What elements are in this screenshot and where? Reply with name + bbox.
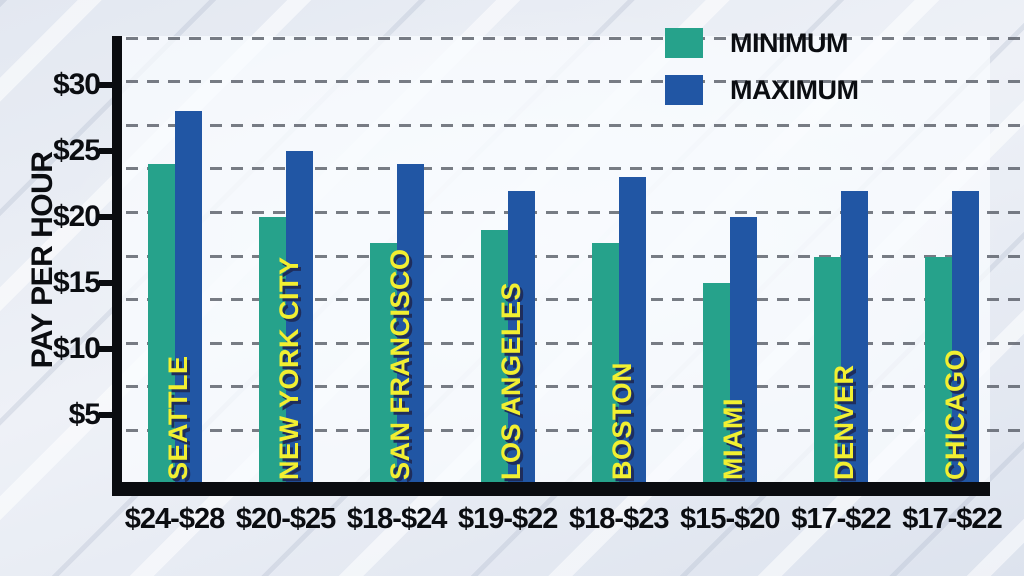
max-bar-san-francisco: [396, 164, 424, 482]
city-label-new-york-city: NEW YORK CITY: [273, 256, 304, 480]
city-label-seattle: SEATTLE: [162, 355, 193, 481]
min-bar-seattle: [147, 164, 175, 482]
gridline: [126, 37, 1022, 40]
gridline: [126, 80, 1022, 83]
max-bar-new-york-city: [285, 151, 313, 482]
min-bar-chicago: [924, 256, 952, 482]
y-axis-line: [112, 36, 122, 496]
city-label-los-angeles: LOS ANGELES: [495, 281, 526, 480]
y-tick-mark: [99, 280, 113, 286]
min-bar-denver: [813, 256, 841, 482]
legend-label-maximum: MAXIMUM: [730, 74, 859, 105]
legend-item-minimum: MINIMUM: [665, 28, 858, 58]
gridline: [126, 429, 1022, 432]
city-label-miami: MIAMI: [717, 398, 748, 480]
min-bar-miami: [702, 283, 730, 482]
max-bar-los-angeles: [507, 190, 535, 482]
min-bar-san-francisco: [369, 243, 397, 482]
max-bar-miami: [729, 217, 757, 482]
gridline: [126, 298, 1022, 301]
y-tick-mark: [99, 214, 113, 220]
legend: MINIMUM MAXIMUM: [665, 28, 859, 105]
city-label-boston: BOSTON: [606, 361, 637, 480]
y-tick-label: $5: [68, 398, 101, 431]
city-label-chicago: CHICAGO: [939, 349, 970, 480]
max-bar-chicago: [951, 190, 979, 482]
city-label-san-francisco: SAN FRANCISCO: [384, 248, 415, 480]
max-bar-boston: [618, 177, 646, 482]
y-tick-label: $25: [52, 134, 101, 167]
range-label-los-angeles: $19-$22: [457, 503, 558, 535]
range-label-boston: $18-$23: [569, 503, 669, 535]
y-tick-mark: [99, 412, 113, 418]
gridline: [126, 255, 1022, 258]
range-label-denver: $17-$22: [791, 503, 891, 535]
y-tick-mark: [99, 346, 113, 352]
max-bar-denver: [840, 190, 868, 482]
range-label-seattle: $24-$28: [124, 503, 225, 535]
max-bar-seattle: [174, 111, 202, 482]
x-axis-line: [112, 482, 990, 496]
range-label-miami: $15-$20: [680, 503, 780, 535]
y-tick-label: $10: [52, 332, 101, 365]
legend-label-minimum: MINIMUM: [730, 27, 848, 58]
gridline: [126, 124, 1022, 127]
y-tick-label: $15: [52, 266, 101, 299]
range-label-new-york-city: $20-$25: [235, 503, 336, 535]
y-tick-label: $20: [52, 200, 101, 233]
y-tick-mark: [99, 82, 113, 88]
minimum-swatch: [665, 28, 703, 58]
legend-item-maximum: MAXIMUM: [665, 74, 859, 105]
gridline: [126, 211, 1022, 214]
min-bar-new-york-city: [258, 217, 286, 482]
min-bar-los-angeles: [480, 230, 508, 482]
min-bar-boston: [591, 243, 619, 482]
gridline: [126, 385, 1022, 388]
maximum-swatch: [665, 75, 703, 105]
range-label-chicago: $17-$22: [902, 503, 1002, 535]
gridline: [126, 167, 1022, 170]
gridline: [126, 342, 1022, 345]
y-axis-title: PAY PER HOUR: [26, 151, 59, 369]
y-tick-mark: [99, 148, 113, 154]
range-label-san-francisco: $18-$24: [346, 503, 447, 535]
city-label-denver: DENVER: [828, 364, 859, 480]
y-tick-label: $30: [52, 68, 101, 101]
